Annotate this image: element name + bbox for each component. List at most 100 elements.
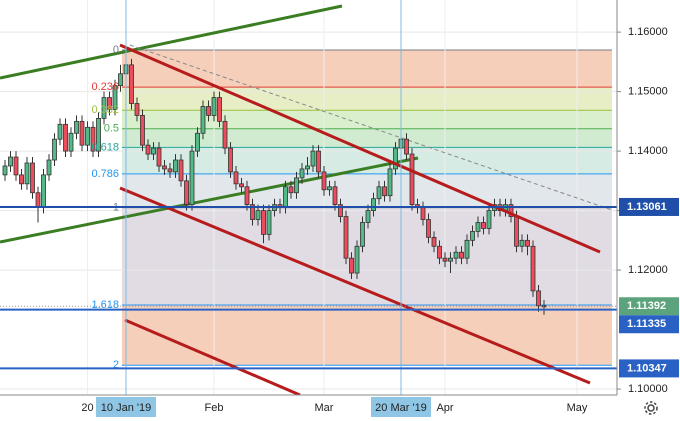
price-tag (619, 315, 679, 334)
candle-body (250, 204, 255, 220)
gear-hub (647, 404, 655, 412)
price-tag-label: 1.11392 (627, 300, 666, 312)
fib-label: 0.5 (104, 123, 119, 135)
price-tag-label: 1.13061 (627, 201, 667, 213)
candle-body (525, 239, 530, 247)
candle-body (85, 126, 90, 146)
candle-body (30, 162, 35, 194)
candle-body (211, 97, 217, 116)
grid (0, 0, 617, 395)
candle-body (283, 186, 288, 209)
candle-body (134, 103, 140, 116)
candle-body (118, 73, 123, 87)
candle-body (228, 147, 233, 173)
candle-body (156, 147, 162, 167)
candle-body (404, 138, 409, 155)
drawings (119, 43, 601, 397)
candle-body (52, 138, 57, 161)
trend-line (129, 44, 613, 211)
candle-body (371, 198, 376, 211)
candle-body (68, 132, 74, 152)
candle-body (140, 115, 145, 146)
candle-body (13, 156, 19, 176)
candle-body (107, 97, 112, 110)
fib-label: 0.236 (91, 81, 119, 93)
candle-body (536, 290, 541, 307)
fib-label: 2 (113, 359, 119, 371)
fib-label: 0.618 (91, 141, 119, 153)
price-tag-label: 1.10347 (627, 362, 667, 374)
candle-body (151, 147, 156, 155)
candle-body (266, 210, 272, 235)
candle-body (41, 174, 46, 209)
candle-body (57, 123, 63, 140)
candle-body (167, 168, 173, 173)
candle-body (206, 106, 211, 116)
candle-body (101, 97, 107, 119)
candle-body (239, 183, 244, 188)
fib-band (122, 49, 612, 88)
y-tick-label: 1.15000 (628, 86, 668, 98)
crosshair-tag (96, 397, 156, 417)
candle-body (365, 210, 371, 223)
fib-label: 0 (113, 44, 119, 56)
candle-body (519, 239, 525, 247)
candle-body (129, 64, 134, 104)
candle-body (35, 192, 41, 209)
candle-body (514, 216, 519, 247)
candle-body (349, 257, 354, 274)
y-tick-label: 1.16000 (628, 26, 668, 38)
channel-line (119, 186, 591, 385)
fib-band (122, 305, 612, 366)
price-tag (619, 359, 679, 378)
candle-body (343, 216, 349, 259)
candle-body (255, 210, 261, 220)
price-tag (619, 197, 679, 216)
candle-body (195, 132, 200, 152)
candle-body (63, 123, 68, 152)
fib-label: 0.786 (91, 168, 119, 180)
candle-body (442, 257, 448, 262)
candle-body (299, 168, 305, 179)
candle-body (426, 219, 431, 238)
x-tick-label: Feb (205, 402, 224, 414)
candle-body (79, 120, 85, 146)
crosshair-tag (371, 397, 431, 417)
candle-body (475, 222, 481, 232)
trend-line (0, 156, 419, 244)
candle-body (360, 222, 365, 247)
x-tick-label: 20 (81, 402, 93, 414)
candle-body (508, 204, 514, 217)
candle-body (387, 168, 393, 197)
fib-label: 0.382 (91, 104, 119, 116)
x-tick-label: 10 Jan '19 (101, 402, 151, 414)
candle-body (90, 126, 96, 152)
candle-body (162, 165, 167, 170)
candle-body (46, 159, 52, 176)
drawings (0, 4, 613, 244)
candle-body (354, 245, 360, 274)
candle-body (481, 222, 486, 229)
fib-band (122, 87, 612, 111)
candle-body (376, 186, 382, 200)
candle-body (420, 207, 426, 220)
candle-body (96, 117, 101, 152)
fib-bands (122, 49, 612, 366)
channel-line (119, 43, 601, 254)
candle-body (321, 171, 327, 191)
fib-band (122, 128, 612, 148)
candle-body (332, 186, 338, 206)
candle-body (437, 245, 442, 259)
y-tick-label: 1.14000 (628, 145, 668, 157)
price-tag (619, 297, 679, 316)
candle-body (316, 150, 321, 173)
trend-line (0, 4, 343, 80)
candle-body (244, 186, 250, 206)
settings-icon[interactable] (644, 401, 658, 415)
candle-body (74, 120, 79, 134)
x-tick-label: Mar (315, 402, 334, 414)
candle-body (453, 251, 459, 259)
